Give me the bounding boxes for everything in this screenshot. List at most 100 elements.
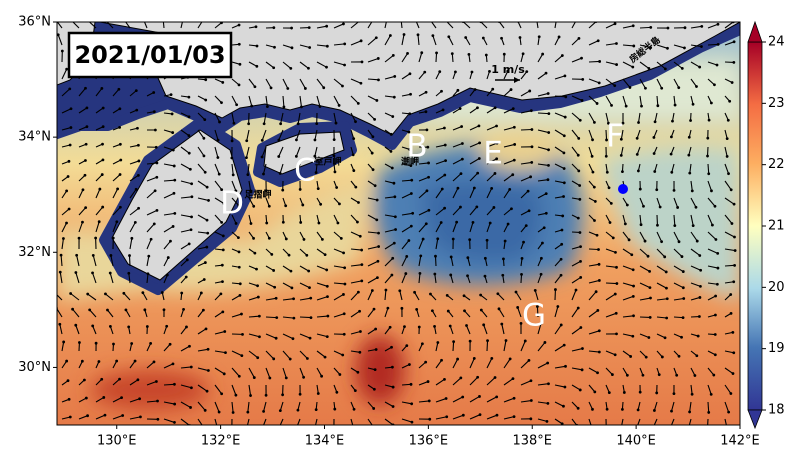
current-arrowhead	[713, 353, 717, 357]
current-arrow	[299, 316, 312, 319]
current-arrowhead	[441, 108, 445, 112]
current-arrowhead	[299, 221, 303, 224]
current-arrowhead	[610, 373, 614, 376]
current-arrow	[146, 381, 157, 386]
current-arrowhead	[65, 189, 69, 193]
colorbar-tick-label: 19	[768, 341, 785, 356]
current-arrowhead	[732, 280, 736, 284]
current-arrowhead	[104, 292, 107, 296]
current-arrow	[605, 23, 616, 29]
current-arrow	[689, 163, 692, 174]
current-arrow	[435, 188, 443, 199]
current-arrowhead	[376, 276, 379, 280]
current-arrowhead	[706, 136, 710, 140]
current-arrowhead	[663, 255, 667, 259]
current-arrowhead	[653, 120, 657, 124]
current-arrowhead	[547, 131, 551, 134]
current-arrowhead	[471, 220, 475, 224]
current-arrowhead	[655, 391, 659, 395]
current-arrow	[350, 248, 362, 251]
current-arrowhead	[305, 357, 309, 360]
current-arrowhead	[237, 204, 241, 207]
current-arrowhead	[689, 119, 692, 122]
current-arrowhead	[376, 259, 380, 263]
current-arrowhead	[730, 81, 734, 84]
current-arrowhead	[698, 254, 702, 257]
current-arrowhead	[511, 173, 515, 177]
current-arrow	[299, 350, 308, 359]
current-arrow	[724, 264, 735, 267]
current-arrow	[707, 214, 713, 226]
current-arrowhead	[564, 364, 567, 368]
current-arrowhead	[605, 170, 609, 174]
current-arrowhead	[255, 44, 259, 48]
current-arrowhead	[352, 407, 356, 411]
current-arrow	[605, 282, 617, 285]
current-arrow	[571, 95, 583, 101]
current-arrow	[588, 78, 600, 84]
colorbar-tick-label: 22	[768, 157, 785, 172]
current-arrowhead	[262, 122, 266, 126]
current-arrow	[639, 44, 651, 49]
current-arrowhead	[508, 187, 512, 191]
current-arrowhead	[296, 408, 300, 412]
current-arrow	[622, 248, 633, 256]
current-arrow	[78, 107, 88, 114]
colorbar	[747, 20, 763, 430]
current-arrowhead	[86, 414, 89, 418]
current-arrow	[537, 401, 548, 404]
current-arrowhead	[188, 344, 191, 348]
current-arrowhead	[187, 242, 191, 246]
current-arrow	[418, 190, 428, 199]
current-arrowhead	[320, 237, 324, 241]
current-arrow	[673, 95, 676, 106]
current-arrow	[282, 367, 287, 379]
current-arrow	[622, 44, 634, 47]
current-arrow	[180, 366, 192, 369]
current-arrow	[262, 163, 267, 175]
current-arrowhead	[483, 256, 487, 260]
current-arrowhead	[732, 61, 736, 64]
current-arrowhead	[691, 102, 695, 106]
current-arrow	[401, 256, 408, 267]
current-arrow	[450, 256, 454, 267]
current-arrowhead	[171, 362, 175, 366]
current-arrow	[622, 95, 627, 107]
current-arrowhead	[622, 391, 626, 394]
current-arrowhead	[101, 158, 105, 162]
current-arrowhead	[727, 172, 730, 176]
current-arrowhead	[230, 428, 233, 431]
current-arrowhead	[579, 276, 583, 279]
current-arrowhead	[644, 86, 647, 90]
current-arrow	[571, 289, 577, 301]
current-arrowhead	[594, 290, 598, 294]
current-arrowhead	[420, 51, 424, 55]
current-arrow	[163, 383, 175, 386]
current-arrowhead	[631, 24, 635, 28]
current-arrowhead	[707, 118, 711, 122]
current-arrow	[571, 384, 581, 391]
current-arrowhead	[372, 425, 375, 428]
current-arrow	[707, 163, 710, 174]
current-arrowhead	[456, 357, 460, 361]
current-arrow	[197, 401, 206, 411]
current-arrowhead	[409, 192, 413, 195]
current-arrowhead	[152, 110, 156, 114]
current-arrow	[282, 61, 292, 69]
current-arrow	[107, 309, 114, 318]
current-arrowhead	[258, 335, 261, 339]
current-arrow	[707, 43, 719, 46]
current-arrowhead	[256, 284, 259, 288]
current-arrow	[316, 265, 327, 271]
current-arrow	[469, 172, 479, 182]
current-arrowhead	[252, 236, 255, 240]
current-arrow	[248, 95, 253, 107]
current-arrow	[197, 180, 208, 188]
current-arrowhead	[575, 19, 578, 22]
current-arrowhead	[446, 309, 450, 313]
current-arrowhead	[342, 332, 346, 336]
current-arrowhead	[666, 46, 669, 50]
current-arrowhead	[352, 137, 356, 141]
current-arrowhead	[98, 187, 102, 191]
current-arrowhead	[445, 415, 449, 419]
